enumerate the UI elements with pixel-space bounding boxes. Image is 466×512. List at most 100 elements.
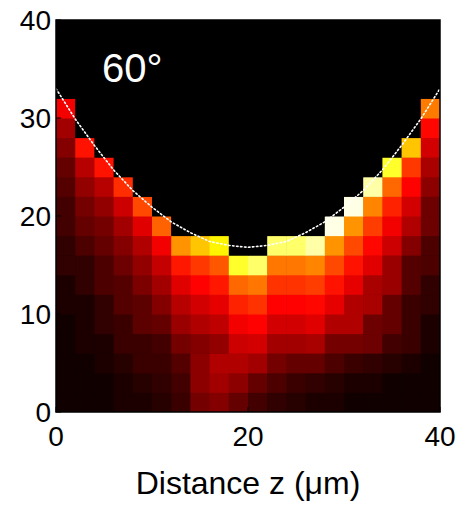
- heat-cell: [267, 196, 287, 216]
- heat-cell: [306, 353, 326, 373]
- heat-cell: [325, 294, 345, 314]
- heat-cell: [56, 177, 76, 197]
- heat-cell: [152, 118, 172, 138]
- heat-cell: [190, 118, 210, 138]
- heat-cell: [382, 353, 402, 373]
- heat-cell: [402, 392, 422, 412]
- heat-cell: [229, 59, 249, 79]
- heat-cell: [171, 373, 191, 393]
- heat-cell: [229, 392, 249, 412]
- heat-cell: [152, 392, 172, 412]
- heat-cell: [421, 20, 440, 40]
- heat-cell: [363, 255, 383, 275]
- heat-cell: [190, 236, 210, 256]
- heat-cell: [229, 216, 249, 236]
- heat-cell: [171, 177, 191, 197]
- heat-cell: [133, 353, 153, 373]
- heat-cell: [152, 275, 172, 295]
- heat-cell: [152, 20, 172, 40]
- heat-cell: [210, 138, 230, 158]
- heat-cell: [248, 314, 268, 334]
- heat-cell: [133, 392, 153, 412]
- heat-cell: [325, 314, 345, 334]
- heat-cell: [190, 40, 210, 60]
- heat-cell: [402, 98, 422, 118]
- heat-cell: [344, 275, 364, 295]
- heat-cell: [248, 334, 268, 354]
- heat-cell: [363, 138, 383, 158]
- heat-cell: [248, 59, 268, 79]
- x-tick: [440, 407, 441, 412]
- heat-cell: [286, 373, 306, 393]
- heat-cell: [402, 157, 422, 177]
- heat-cell: [344, 314, 364, 334]
- heat-cell: [325, 118, 345, 138]
- heat-cell: [152, 373, 172, 393]
- angle-annotation: 60°: [102, 46, 163, 90]
- heat-cell: [286, 157, 306, 177]
- heat-cell: [75, 236, 95, 256]
- heat-cell: [267, 236, 287, 256]
- heat-cell: [56, 275, 76, 295]
- heat-cell: [75, 20, 95, 40]
- heat-cell: [94, 216, 114, 236]
- heat-cell: [421, 373, 440, 393]
- heat-cell: [286, 118, 306, 138]
- heat-cell: [402, 294, 422, 314]
- heat-cell: [325, 392, 345, 412]
- heat-cell: [421, 255, 440, 275]
- heat-cell: [152, 157, 172, 177]
- heat-cell: [363, 20, 383, 40]
- heat-cell: [75, 216, 95, 236]
- heat-cell: [421, 196, 440, 216]
- heat-cell: [248, 353, 268, 373]
- heat-cell: [382, 216, 402, 236]
- heat-cell: [133, 314, 153, 334]
- heat-cell: [363, 40, 383, 60]
- y-tick-label: 40: [20, 5, 51, 36]
- heat-cell: [248, 138, 268, 158]
- heat-cell: [325, 373, 345, 393]
- heat-cell: [286, 255, 306, 275]
- heat-cell: [267, 138, 287, 158]
- heat-cell: [382, 314, 402, 334]
- heat-cell: [114, 98, 134, 118]
- heat-cell: [286, 79, 306, 99]
- heat-cell: [94, 353, 114, 373]
- heat-cell: [171, 314, 191, 334]
- heat-cell: [133, 275, 153, 295]
- heat-cell: [267, 353, 287, 373]
- heat-cell: [94, 236, 114, 256]
- y-tick-label: 10: [20, 299, 51, 330]
- heat-cell: [75, 40, 95, 60]
- heat-cell: [133, 157, 153, 177]
- heat-cell: [114, 20, 134, 40]
- heat-cell: [229, 314, 249, 334]
- heat-cell: [286, 314, 306, 334]
- heat-cell: [325, 353, 345, 373]
- heat-cell: [190, 314, 210, 334]
- heat-cell: [382, 236, 402, 256]
- heat-cell: [402, 373, 422, 393]
- heat-cell: [382, 196, 402, 216]
- heat-cell: [210, 275, 230, 295]
- heat-cell: [56, 314, 76, 334]
- heat-cell: [210, 353, 230, 373]
- heat-cell: [133, 216, 153, 236]
- heat-cell: [56, 20, 76, 40]
- heat-cell: [94, 314, 114, 334]
- heat-cell: [363, 196, 383, 216]
- heat-cell: [267, 392, 287, 412]
- heat-cell: [190, 275, 210, 295]
- heat-cell: [152, 98, 172, 118]
- heat-cell: [114, 236, 134, 256]
- heat-cell: [171, 236, 191, 256]
- heat-cell: [152, 294, 172, 314]
- heat-cell: [286, 196, 306, 216]
- heat-cell: [75, 196, 95, 216]
- heat-cell: [94, 98, 114, 118]
- heat-cell: [267, 314, 287, 334]
- heat-cell: [190, 373, 210, 393]
- heat-cell: [421, 157, 440, 177]
- heat-cell: [94, 118, 114, 138]
